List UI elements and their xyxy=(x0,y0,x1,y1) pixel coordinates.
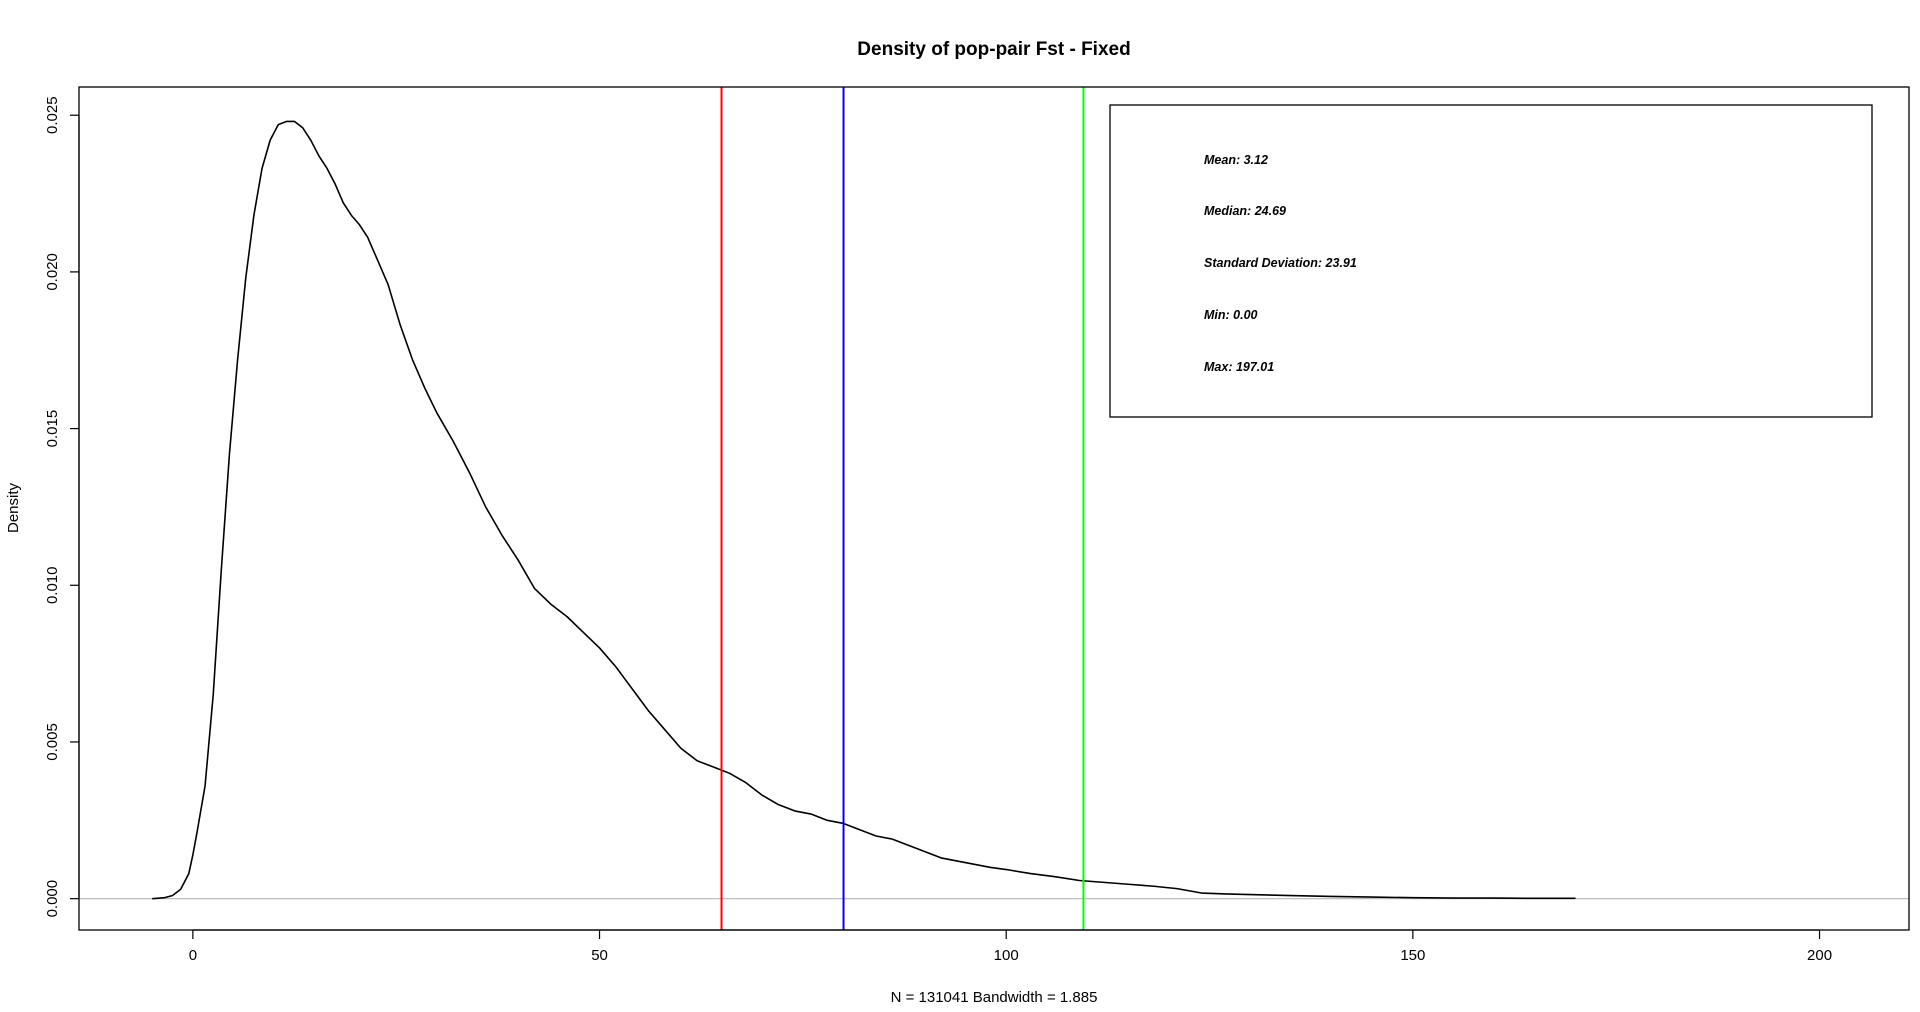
y-tick-label: 0.010 xyxy=(44,567,61,605)
y-tick-label: 0.025 xyxy=(44,96,61,134)
stat-min: Min: 0.00 xyxy=(1204,308,1258,322)
stat-standard-deviation: Standard Deviation: 23.91 xyxy=(1204,256,1357,270)
x-axis-label: N = 131041 Bandwidth = 1.885 xyxy=(891,989,1098,1006)
y-axis-label: Density xyxy=(5,482,22,533)
stats-legend-box: Mean: 3.12 Median: 24.69 Standard Deviat… xyxy=(1109,104,1873,418)
x-tick-label: 200 xyxy=(1807,947,1832,964)
chart-title: Density of pop-pair Fst - Fixed xyxy=(857,39,1130,60)
y-tick-label: 0.000 xyxy=(44,880,61,918)
stat-max: Max: 197.01 xyxy=(1204,360,1274,374)
y-tick-label: 0.015 xyxy=(44,410,61,448)
x-tick-label: 150 xyxy=(1400,947,1425,964)
x-tick-label: 50 xyxy=(591,947,608,964)
density-curve xyxy=(152,120,1576,900)
stats-box-frame xyxy=(1109,104,1873,418)
x-tick-label: 0 xyxy=(189,947,197,964)
y-tick-label: 0.020 xyxy=(44,253,61,291)
stat-mean: Mean: 3.12 xyxy=(1204,153,1268,167)
x-tick-label: 100 xyxy=(994,947,1019,964)
y-tick-label: 0.005 xyxy=(44,723,61,761)
stat-median: Median: 24.69 xyxy=(1204,204,1286,218)
